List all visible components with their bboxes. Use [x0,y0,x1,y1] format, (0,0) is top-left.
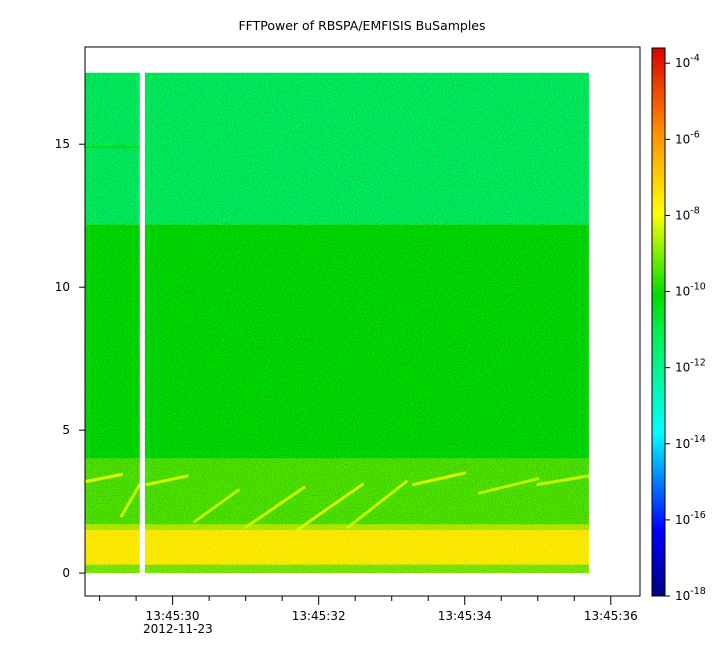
chorus-streak [193,488,240,524]
colorbar-tick-exponent: -6 [690,129,699,140]
chorus-streak [83,472,124,484]
heatmap-band [85,224,589,459]
colorbar: 10-4 10-6 10-8 10-10 10-12 10-14 10-16 10-18 [651,47,706,603]
x-tick-label: 13:45:30 [146,609,200,623]
chorus-streak [145,474,189,486]
colorbar-tick-exponent: -8 [690,205,699,216]
heatmap-band [85,458,589,531]
colorbar-gradient [651,47,666,597]
y-tick-label: 5 [62,423,70,437]
colorbar-tick-label: 10-10 [675,282,706,299]
colorbar-tick-label: 10-8 [675,205,700,222]
colorbar-tick-label: 10-16 [675,510,706,527]
colorbar-tick-exponent: -16 [690,510,706,521]
chorus-streak [120,482,142,518]
plot-frame [84,46,641,597]
heatmap-band-texture [85,524,589,565]
chorus-streak [346,480,408,529]
colorbar-tick-label: 10-4 [675,53,700,70]
colorbar-tick-label: 10-14 [675,434,706,451]
chorus-streak [295,482,364,532]
chorus-streak [412,471,467,486]
y-tick-label: 0 [62,566,70,580]
x-tick-label: 13:45:34 [438,609,492,623]
heatmap-features [83,146,591,532]
x-tick-label: 13:45:36 [584,609,638,623]
chart-title: FFTPower of RBSPA/EMFISIS BuSamples [238,18,485,33]
chorus-streak [244,485,306,529]
heatmap-band [85,564,589,574]
x-axis: 13:45:30 13:45:32 13:45:34 13:45:36 [99,596,638,623]
colorbar-ticks: 10-4 10-6 10-8 10-10 10-12 10-14 10-16 10-18 [665,53,706,603]
chorus-streak [536,474,591,486]
colorbar-tick-exponent: -18 [690,586,706,597]
data-gap [139,71,145,575]
y-tick-label: 10 [55,280,70,294]
colorbar-tick-exponent: -12 [690,358,706,369]
x-date-label: 2012-11-23 [143,622,213,636]
colorbar-tick-exponent: -10 [690,282,706,293]
colorbar-tick-label: 10-12 [675,358,706,375]
colorbar-tick-label: 10-6 [675,129,700,146]
y-axis: 0 5 10 15 [55,137,85,580]
plot-area [83,71,591,575]
x-tick-label: 13:45:32 [292,609,346,623]
colorbar-tick-label: 10-18 [675,586,706,603]
chorus-streak [477,477,540,495]
y-tick-label: 15 [55,137,70,151]
colorbar-tick-exponent: -14 [690,434,706,445]
heatmap-bands [85,72,589,574]
heatmap-band [85,72,589,225]
colorbar-tick-exponent: -4 [690,53,699,64]
